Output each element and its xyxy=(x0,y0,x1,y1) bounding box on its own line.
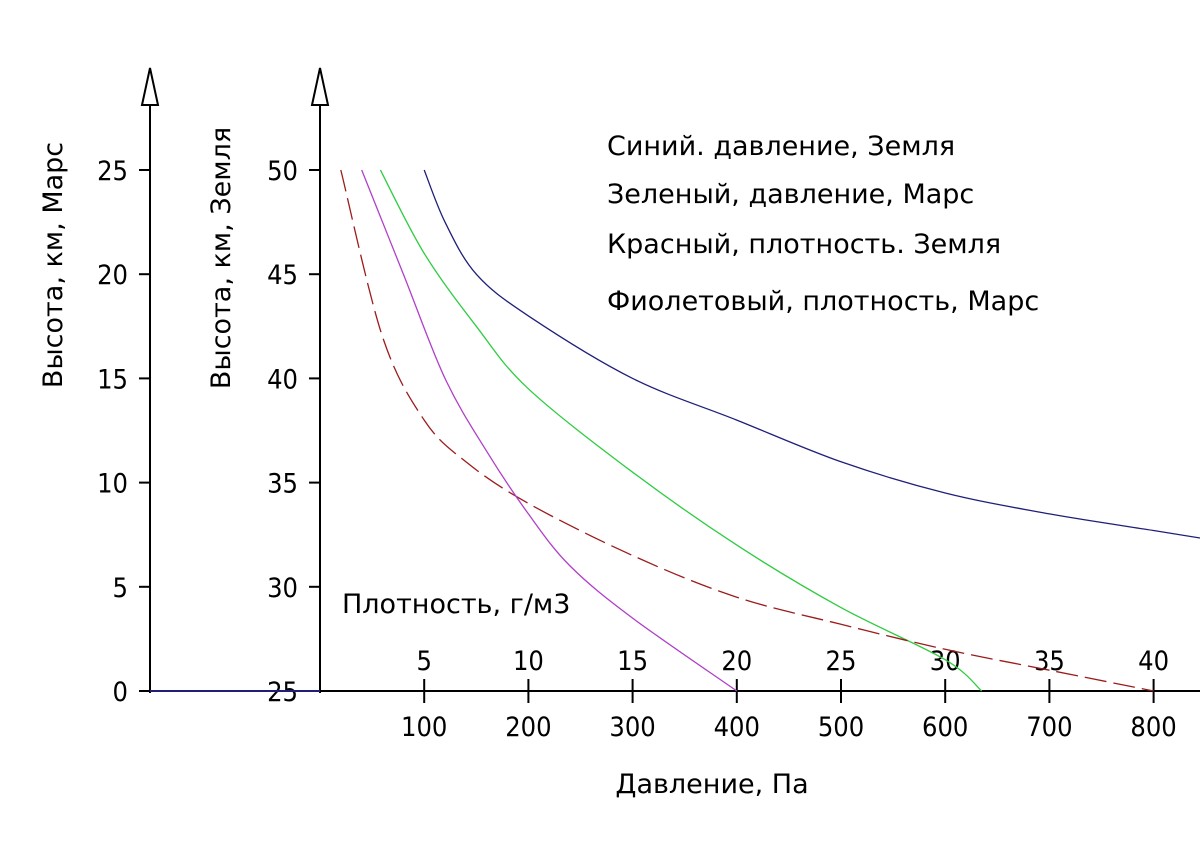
series-layer xyxy=(340,169,1200,692)
pressure-x-tick-label: 400 xyxy=(714,712,760,743)
density-x-tick-label: 20 xyxy=(721,646,752,677)
mars-y-axis-arrow xyxy=(140,67,160,106)
mars-y-axis: 0 5 10 15 20 25 Высота, км, Марс xyxy=(38,67,160,708)
density-x-tick-label: 5 xyxy=(416,646,431,677)
series-line-pressure-mars xyxy=(379,169,983,692)
pressure-x-tick-label: 200 xyxy=(505,712,551,743)
density-x-tick-label: 15 xyxy=(617,646,648,677)
earth-y-tick-label: 45 xyxy=(267,260,298,291)
pressure-x-tick-label: 700 xyxy=(1026,712,1072,743)
density-x-tick-label: 40 xyxy=(1138,646,1169,677)
earth-y-tick-label: 40 xyxy=(267,364,298,395)
earth-y-tick-label: 50 xyxy=(267,156,298,187)
pressure-x-tick-label: 100 xyxy=(401,712,447,743)
earth-y-axis: 25 30 35 40 45 50 Высота, км, Земля xyxy=(206,67,330,708)
mars-y-tick-label: 20 xyxy=(97,260,128,291)
legend-entry-green: Зеленый, давление, Марс xyxy=(607,179,974,210)
legend-entry-violet: Фиолетовый, плотность, Марс xyxy=(607,286,1039,317)
pressure-axis-title: Давление, Па xyxy=(615,769,808,800)
mars-y-tick-label: 10 xyxy=(97,469,128,500)
density-x-tick-label: 30 xyxy=(930,646,961,677)
mars-y-tick-label: 15 xyxy=(97,364,128,395)
earth-y-tick-label: 35 xyxy=(267,469,298,500)
series-line-pressure-earth xyxy=(423,169,1200,539)
density-axis-title: Плотность, г/м3 xyxy=(342,589,570,620)
mars-y-tick-label: 5 xyxy=(113,573,128,604)
earth-y-tick-label: 30 xyxy=(267,573,298,604)
legend-entry-blue: Синий. давление, Земля xyxy=(607,131,955,162)
mars-y-axis-title: Высота, км, Марс xyxy=(38,142,69,388)
legend: Синий. давление, Земля Зеленый, давление… xyxy=(607,131,1039,317)
series-line-density-mars xyxy=(361,169,738,692)
earth-y-axis-arrow xyxy=(310,67,330,106)
pressure-x-tick-label: 600 xyxy=(922,712,968,743)
earth-y-axis-title: Высота, км, Земля xyxy=(206,127,237,389)
pressure-x-tick-label: 800 xyxy=(1130,712,1176,743)
legend-entry-red: Красный, плотность. Земля xyxy=(607,229,1001,260)
series-line-density-earth xyxy=(340,169,1154,692)
mars-y-tick-label: 25 xyxy=(97,156,128,187)
density-x-tick-label: 10 xyxy=(513,646,544,677)
density-x-tick-label: 25 xyxy=(826,646,857,677)
pressure-x-tick-label: 300 xyxy=(609,712,655,743)
mars-y-tick-label: 0 xyxy=(113,677,128,708)
pressure-x-tick-label: 500 xyxy=(818,712,864,743)
x-axis: 100 200 300 400 500 600 700 800 5 10 15 20 25 30 35 40… xyxy=(150,589,1200,800)
earth-y-tick-label: 25 xyxy=(267,677,298,708)
